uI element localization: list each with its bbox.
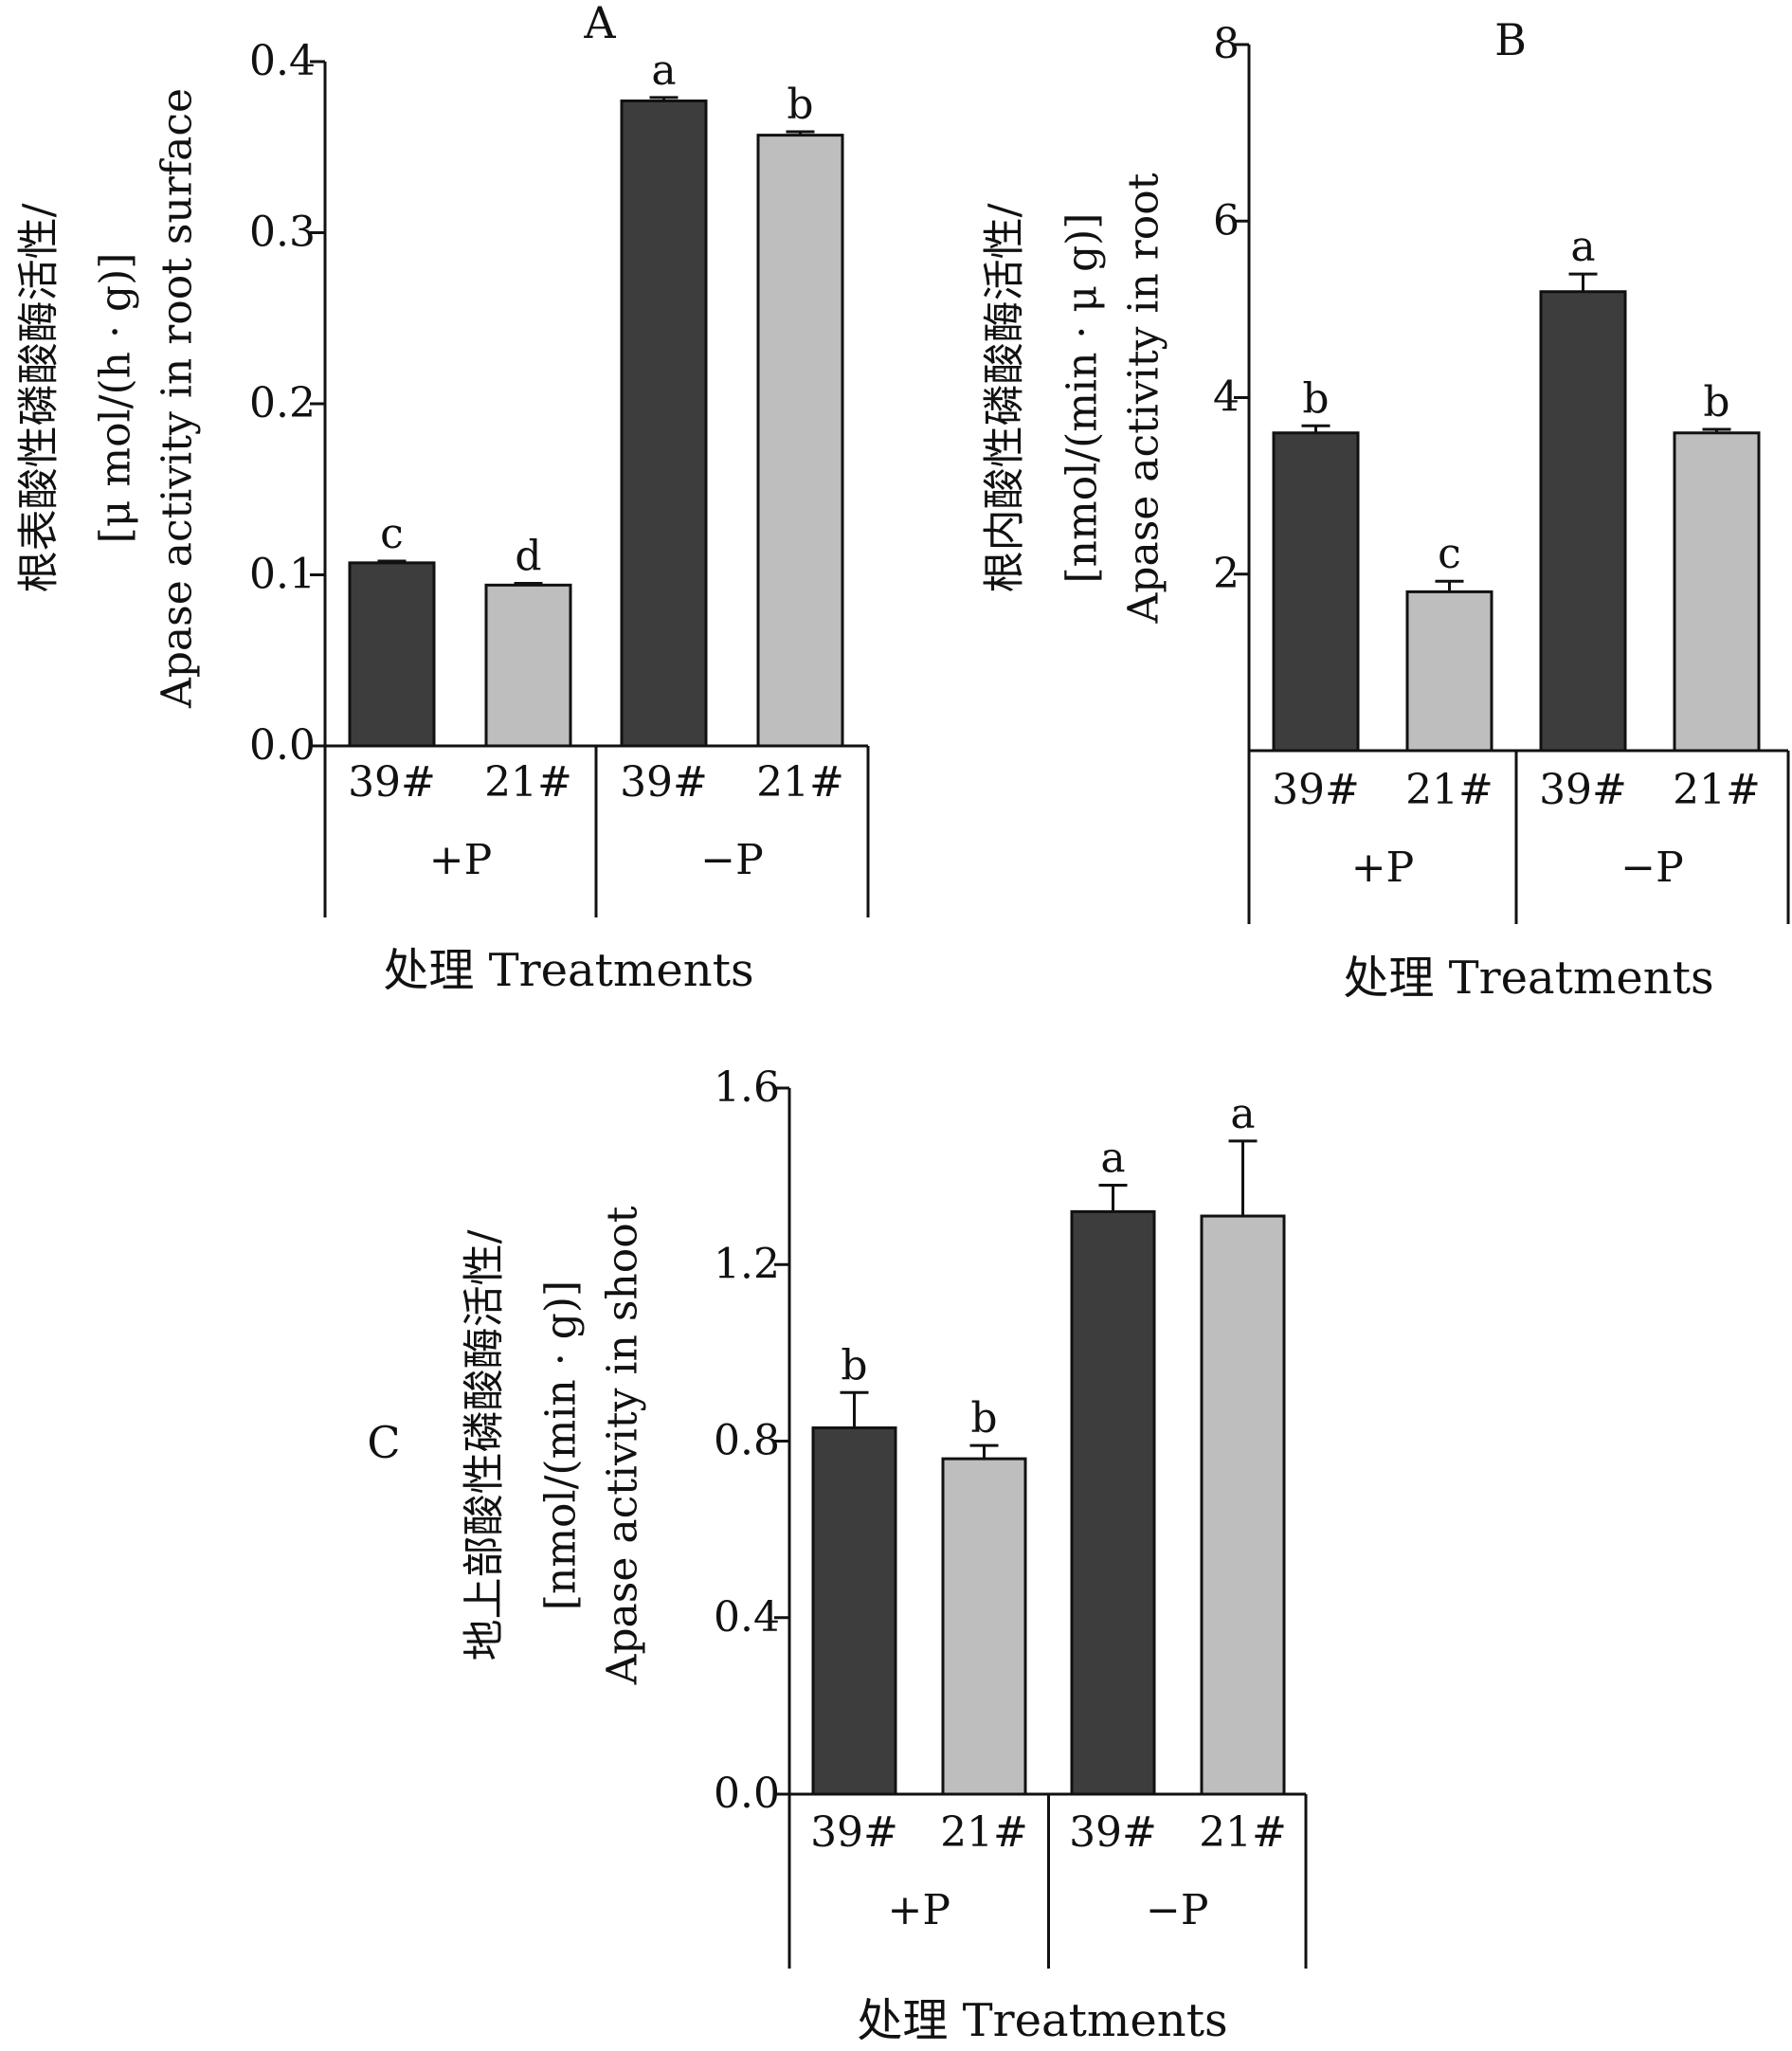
category-label: 21#: [1199, 1808, 1287, 1857]
chart-panel-a: A 0.0 0.1 0.2 0.3 0.4 根表酸性磷酸酶活性/ [μ mol/(h · g)…: [15, 0, 870, 997]
y-tick-label: 4: [1213, 373, 1240, 422]
category-label: 39#: [1069, 1808, 1157, 1857]
bar: [620, 100, 708, 748]
y-tick-label: 6: [1213, 196, 1240, 245]
bar: [348, 561, 436, 748]
bar: [1200, 1214, 1286, 1796]
group-label: −P: [1620, 844, 1683, 892]
bar: [1673, 431, 1761, 753]
chart-panel-c: C 0.0 0.4 0.8 1.2 1.6 地上部酸性磷酸酶活性/ [nmol/(min · …: [367, 1063, 1308, 2047]
y-axis-label-line: [μ mol/(h · g)]: [92, 253, 140, 544]
category-label: 39#: [620, 758, 708, 807]
bar: [1272, 431, 1360, 753]
y-axis-label-line: [nmol/(min · g)]: [537, 1280, 586, 1610]
y-axis-label-line: Apase activity in shoot: [599, 1206, 647, 1685]
y-tick-label: 1.2: [714, 1240, 780, 1288]
y-axis-label-line: Apase activity in root: [1120, 172, 1168, 624]
bar: [941, 1457, 1027, 1796]
bar: [484, 583, 572, 748]
group-label: −P: [1146, 1886, 1208, 1934]
significance-letter: b: [787, 81, 813, 129]
significance-letter: a: [651, 46, 676, 95]
significance-letter: d: [515, 533, 541, 581]
category-label: 21#: [484, 758, 572, 807]
significance-letter: b: [1703, 378, 1729, 427]
category-label: 39#: [1539, 766, 1627, 814]
significance-letter: a: [1570, 223, 1595, 271]
category-label: 21#: [940, 1808, 1028, 1857]
significance-letter: a: [1100, 1134, 1125, 1182]
bar: [756, 134, 844, 748]
panel-label: B: [1494, 14, 1527, 65]
bar: [1405, 590, 1493, 753]
panel-label: A: [583, 0, 616, 48]
group-label: −P: [700, 836, 763, 884]
y-tick-label: 2: [1213, 550, 1240, 598]
group-label: +P: [1351, 844, 1414, 892]
category-label: 39#: [810, 1808, 898, 1857]
significance-letter: b: [970, 1394, 997, 1443]
y-tick-label: 1.6: [714, 1063, 780, 1112]
significance-letter: b: [1302, 374, 1329, 423]
x-axis-label: 处理 Treatments: [857, 1994, 1227, 2047]
significance-letter: a: [1230, 1090, 1255, 1138]
y-axis-label-line: 地上部酸性磷酸酶活性/: [461, 1229, 509, 1661]
y-tick-label: 0.4: [714, 1593, 780, 1642]
category-label: 21#: [1673, 766, 1761, 814]
bar: [1070, 1209, 1156, 1796]
x-axis-label: 处理 Treatments: [383, 944, 753, 997]
bar: [811, 1426, 897, 1796]
y-tick-label: 0.4: [249, 37, 316, 85]
category-label: 39#: [348, 758, 436, 807]
x-axis-label: 处理 Treatments: [1343, 952, 1713, 1005]
y-tick-label: 0.3: [249, 209, 316, 257]
bar: [1539, 290, 1627, 753]
significance-letter: c: [1438, 530, 1461, 578]
category-label: 39#: [1272, 766, 1360, 814]
significance-letter: b: [841, 1341, 867, 1389]
y-axis-label-line: 根表酸性磷酸酶活性/: [15, 203, 63, 592]
y-tick-label: 0.0: [249, 721, 316, 770]
y-axis-label-line: 根内酸性磷酸酶活性/: [981, 203, 1029, 592]
y-tick-label: 0.1: [249, 551, 316, 599]
y-tick-label: 0.2: [249, 379, 316, 427]
chart-panel-b: B 2 4 6 8 根内酸性磷酸酶活性/ [nmol/(min · μ g)] Apase a…: [981, 14, 1790, 1005]
group-label: +P: [429, 836, 492, 884]
panel-label: C: [367, 1417, 400, 1468]
y-axis-label-line: Apase activity in root surface: [154, 88, 202, 709]
y-tick-label: 0.0: [714, 1770, 780, 1818]
category-label: 21#: [756, 758, 844, 807]
y-tick-label: 0.8: [714, 1417, 780, 1465]
category-label: 21#: [1405, 766, 1493, 814]
y-tick-label: 8: [1213, 20, 1240, 68]
group-label: +P: [888, 1886, 950, 1934]
y-axis-label-line: [nmol/(min · μ g)]: [1059, 213, 1107, 584]
significance-letter: c: [380, 510, 404, 558]
